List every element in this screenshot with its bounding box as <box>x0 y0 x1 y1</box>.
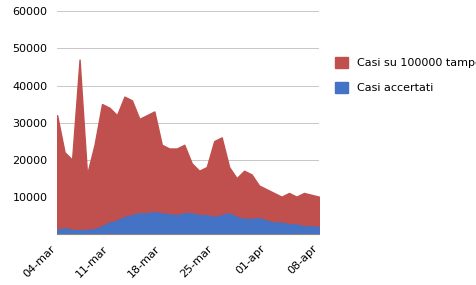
Legend: Casi su 100000 tamponi, Casi accertati: Casi su 100000 tamponi, Casi accertati <box>335 57 476 93</box>
